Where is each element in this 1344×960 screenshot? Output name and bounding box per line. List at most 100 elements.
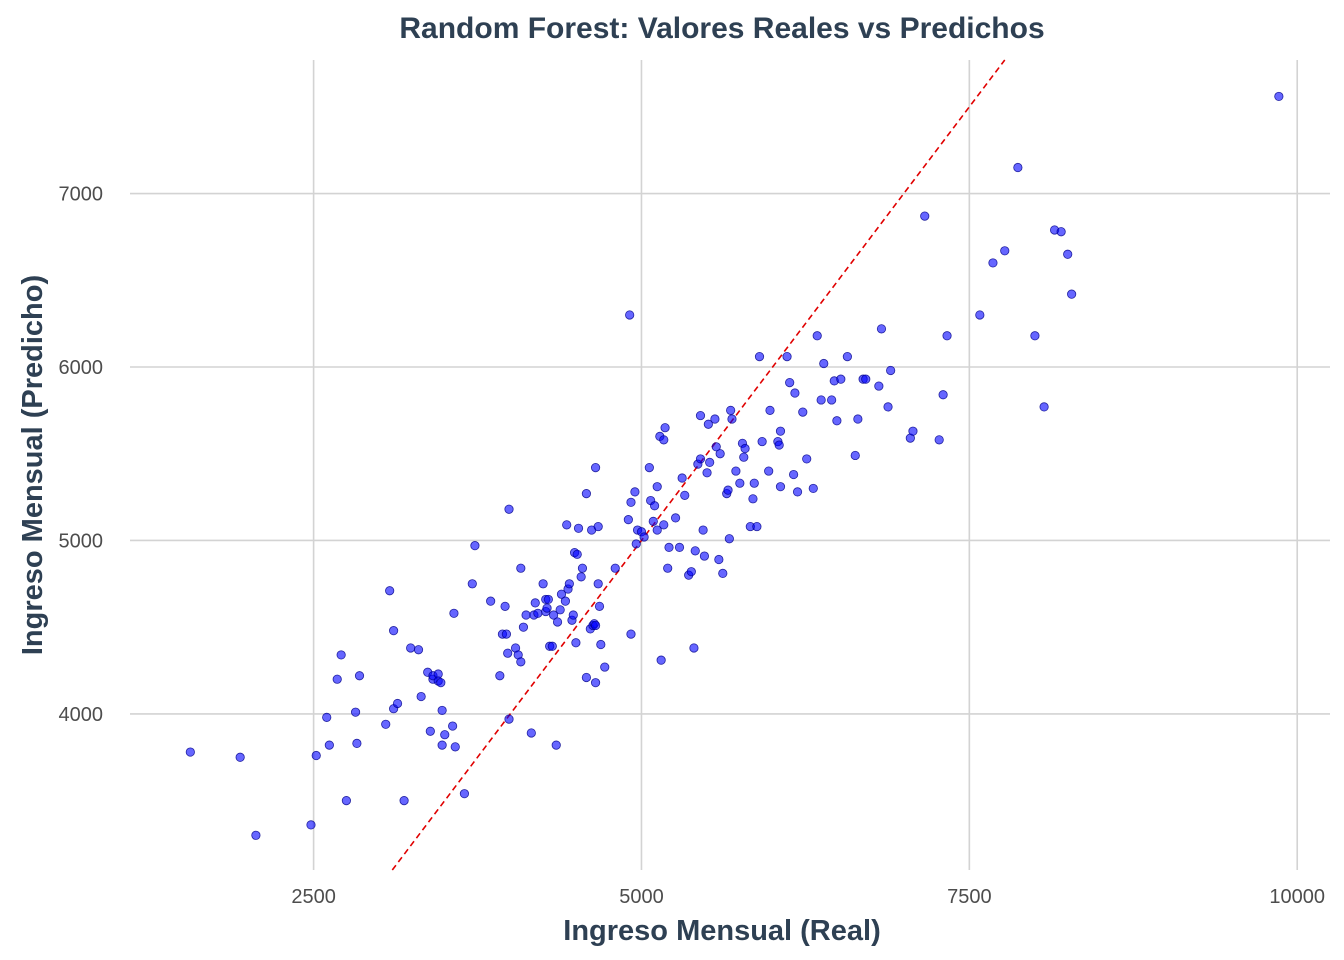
data-point [836, 374, 846, 384]
data-point [594, 601, 605, 611]
data-point [812, 331, 822, 341]
data-point [695, 454, 706, 464]
data-point [504, 504, 514, 514]
data-point [555, 605, 565, 615]
data-point [1013, 162, 1023, 173]
data-point [740, 443, 750, 454]
data-point [572, 549, 582, 559]
data-point [571, 638, 581, 648]
data-point [501, 629, 511, 639]
data-point [714, 554, 724, 565]
data-point [664, 542, 674, 552]
data-point [785, 378, 795, 388]
data-point [381, 719, 391, 729]
data-point [495, 671, 505, 681]
data-point [1274, 91, 1284, 102]
data-point [385, 586, 395, 596]
data-point [573, 523, 584, 533]
chart-title: Random Forest: Valores Reales vs Predich… [399, 12, 1044, 45]
data-point [711, 442, 721, 452]
x-tick-label: 7500 [947, 886, 992, 908]
data-point [350, 707, 361, 717]
data-point [568, 610, 578, 620]
data-points [185, 91, 1284, 840]
data-point [748, 494, 758, 504]
data-point [726, 405, 736, 415]
data-point [406, 643, 416, 653]
data-point [876, 324, 887, 334]
data-point [659, 520, 669, 530]
data-point [652, 482, 662, 492]
data-point [235, 752, 245, 762]
data-point [975, 310, 985, 320]
data-point [450, 742, 460, 752]
data-point [757, 436, 767, 447]
data-point [610, 563, 620, 573]
data-point [576, 572, 586, 582]
data-point [542, 603, 552, 613]
data-point [324, 740, 334, 750]
data-point [1063, 249, 1073, 259]
data-point [677, 473, 687, 483]
data-point [660, 423, 670, 433]
y-axis-ticks: 4000 5000 6000 7000 [59, 184, 104, 726]
data-point [698, 525, 708, 535]
data-point [674, 542, 685, 552]
data-point [723, 485, 733, 495]
data-point [389, 626, 399, 636]
data-point [322, 712, 332, 722]
data-point [552, 617, 563, 627]
data-point [690, 546, 700, 556]
data-point [790, 388, 800, 398]
data-point [332, 674, 342, 684]
data-point [526, 728, 536, 738]
data-point [185, 747, 195, 757]
data-point [850, 450, 860, 461]
data-point [689, 643, 699, 653]
data-point [686, 567, 696, 577]
data-point [705, 457, 715, 467]
data-point [735, 478, 745, 488]
data-point [341, 796, 351, 806]
data-point [908, 426, 918, 436]
data-point [775, 426, 786, 436]
data-point [874, 381, 884, 391]
y-tick-label: 7000 [59, 184, 104, 206]
data-point [792, 487, 803, 497]
data-point [699, 551, 710, 561]
data-point [470, 541, 480, 551]
data-point [516, 657, 526, 667]
data-point [853, 414, 863, 424]
data-point [437, 740, 447, 750]
data-point [934, 435, 944, 445]
data-point [670, 513, 681, 523]
data-point [530, 598, 540, 608]
data-point [816, 395, 826, 405]
data-point [399, 796, 409, 806]
data-point [352, 738, 362, 748]
data-point [625, 310, 635, 320]
data-point [702, 468, 712, 478]
data-point [581, 672, 591, 683]
y-axis-title: Ingreso Mensual (Predicho) [17, 275, 49, 655]
data-point [789, 469, 799, 480]
data-point [988, 258, 998, 268]
data-point [648, 516, 658, 526]
data-point [562, 520, 572, 530]
data-point [518, 622, 529, 632]
x-tick-label: 2500 [291, 886, 336, 908]
data-point [549, 610, 559, 620]
data-point [593, 579, 603, 589]
data-point [306, 820, 316, 830]
data-point [425, 726, 435, 736]
data-point [538, 579, 548, 589]
data-point [521, 610, 531, 620]
data-point [486, 596, 496, 606]
data-point [832, 416, 842, 426]
data-point [449, 608, 459, 618]
data-point [1067, 289, 1077, 299]
y-tick-label: 5000 [59, 530, 104, 552]
data-point [764, 466, 774, 476]
data-point [590, 678, 601, 688]
data-point [695, 410, 706, 421]
